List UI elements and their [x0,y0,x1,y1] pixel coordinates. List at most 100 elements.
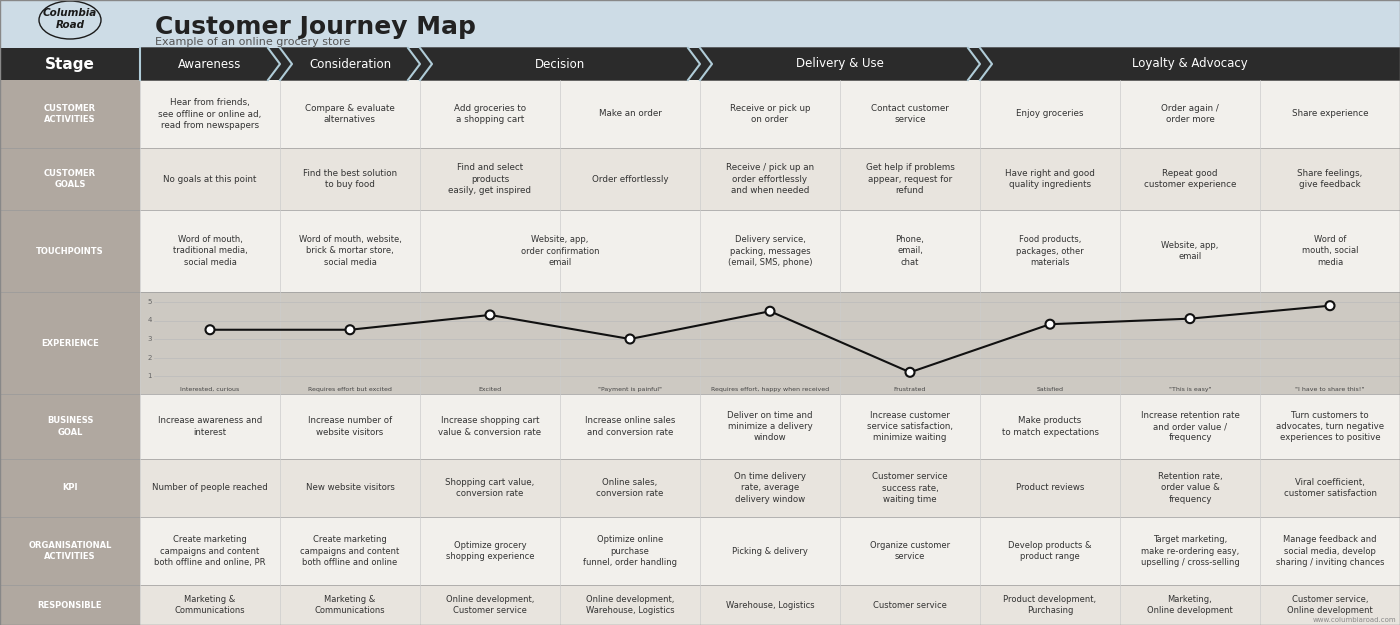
Text: Viral coefficient,
customer satisfaction: Viral coefficient, customer satisfaction [1284,478,1376,498]
Text: Delivery service,
packing, messages
(email, SMS, phone): Delivery service, packing, messages (ema… [728,236,812,267]
Text: Loyalty & Advocacy: Loyalty & Advocacy [1133,58,1247,71]
Bar [0,517,1400,585]
Text: Create marketing
campaigns and content
both offline and online, PR: Create marketing campaigns and content b… [154,536,266,567]
Text: Columbia: Columbia [43,8,97,18]
Text: Delivery & Use: Delivery & Use [797,58,883,71]
Text: Contact customer
service: Contact customer service [871,104,949,124]
Text: Example of an online grocery store: Example of an online grocery store [155,37,350,47]
Text: Receive / pick up an
order effortlessly
and when needed: Receive / pick up an order effortlessly … [727,163,813,194]
Bar [0,585,140,625]
Bar [0,292,1400,394]
Text: "I have to share this!": "I have to share this!" [1295,387,1365,392]
Bar [0,459,140,517]
Bar [0,80,140,148]
Text: Marketing &
Communications: Marketing & Communications [315,595,385,615]
Text: Find the best solution
to buy food: Find the best solution to buy food [302,169,398,189]
Text: Marketing,
Online development: Marketing, Online development [1147,595,1233,615]
Text: Website, app,
order confirmation
email: Website, app, order confirmation email [521,236,599,267]
Polygon shape [140,48,280,80]
Text: www.columbiaroad.com: www.columbiaroad.com [1312,617,1396,623]
Text: Product development,
Purchasing: Product development, Purchasing [1004,595,1096,615]
Text: 4: 4 [147,318,153,324]
Text: Order effortlessly: Order effortlessly [592,174,668,184]
Text: Find and select
products
easily, get inspired: Find and select products easily, get ins… [448,163,532,194]
Text: Website, app,
email: Website, app, email [1162,241,1218,261]
Text: Receive or pick up
on order: Receive or pick up on order [729,104,811,124]
Bar [0,394,140,459]
Text: Consideration: Consideration [309,58,391,71]
Text: Organize customer
service: Organize customer service [869,541,951,561]
Text: Word of mouth, website,
brick & mortar store,
social media: Word of mouth, website, brick & mortar s… [298,236,402,267]
Polygon shape [980,48,1400,80]
Text: Frustrated: Frustrated [893,387,927,392]
Bar [0,0,1400,48]
Text: 3: 3 [147,336,153,342]
Polygon shape [420,48,700,80]
Text: Make products
to match expectations: Make products to match expectations [1001,416,1099,436]
Text: Compare & evaluate
alternatives: Compare & evaluate alternatives [305,104,395,124]
Text: EXPERIENCE: EXPERIENCE [41,339,99,348]
Text: Decision: Decision [535,58,585,71]
Text: Increase customer
service satisfaction,
minimize waiting: Increase customer service satisfaction, … [867,411,953,442]
Text: Add groceries to
a shopping cart: Add groceries to a shopping cart [454,104,526,124]
Circle shape [206,325,214,334]
Text: CUSTOMER
GOALS: CUSTOMER GOALS [43,169,97,189]
Text: Customer service,
Online development: Customer service, Online development [1287,595,1373,615]
Text: New website visitors: New website visitors [305,484,395,492]
Text: Customer service: Customer service [874,601,946,609]
Text: Phone,
email,
chat: Phone, email, chat [896,236,924,267]
Text: TOUCHPOINTS: TOUCHPOINTS [36,246,104,256]
Text: On time delivery
rate, average
delivery window: On time delivery rate, average delivery … [734,472,806,504]
Text: CUSTOMER
ACTIVITIES: CUSTOMER ACTIVITIES [43,104,97,124]
Circle shape [1046,320,1054,329]
Text: KPI: KPI [62,484,78,492]
Text: Awareness: Awareness [178,58,242,71]
Text: Increase online sales
and conversion rate: Increase online sales and conversion rat… [585,416,675,436]
Text: Online sales,
conversion rate: Online sales, conversion rate [596,478,664,498]
Text: Retention rate,
order value &
frequency: Retention rate, order value & frequency [1158,472,1222,504]
Text: Marketing &
Communications: Marketing & Communications [175,595,245,615]
Circle shape [1186,314,1194,323]
Text: Satisfied: Satisfied [1036,387,1064,392]
Text: Repeat good
customer experience: Repeat good customer experience [1144,169,1236,189]
Text: Requires effort but excited: Requires effort but excited [308,387,392,392]
Text: No goals at this point: No goals at this point [164,174,256,184]
Text: Turn customers to
advocates, turn negative
experiences to positive: Turn customers to advocates, turn negati… [1275,411,1385,442]
Bar [0,585,1400,625]
Text: ORGANISATIONAL
ACTIVITIES: ORGANISATIONAL ACTIVITIES [28,541,112,561]
Text: Optimize grocery
shopping experience: Optimize grocery shopping experience [445,541,535,561]
Circle shape [766,307,774,316]
Bar [0,210,140,292]
Text: 2: 2 [147,354,153,361]
Bar [0,394,1400,459]
Text: "Payment is painful": "Payment is painful" [598,387,662,392]
Text: Target marketing,
make re-ordering easy,
upselling / cross-selling: Target marketing, make re-ordering easy,… [1141,536,1239,567]
Text: Increase number of
website visitors: Increase number of website visitors [308,416,392,436]
Text: Requires effort, happy when received: Requires effort, happy when received [711,387,829,392]
Text: Optimize online
purchase
funnel, order handling: Optimize online purchase funnel, order h… [582,536,678,567]
Text: Get help if problems
appear, request for
refund: Get help if problems appear, request for… [865,163,955,194]
Bar [0,210,1400,292]
Text: Customer service
success rate,
waiting time: Customer service success rate, waiting t… [872,472,948,504]
Text: Product reviews: Product reviews [1016,484,1084,492]
Text: Enjoy groceries: Enjoy groceries [1016,109,1084,119]
Text: Hear from friends,
see offline or online ad,
read from newspapers: Hear from friends, see offline or online… [158,98,262,129]
Polygon shape [280,48,420,80]
Text: Order again /
order more: Order again / order more [1161,104,1219,124]
Text: Stage: Stage [45,56,95,71]
Text: Increase retention rate
and order value /
frequency: Increase retention rate and order value … [1141,411,1239,442]
Text: RESPONSIBLE: RESPONSIBLE [38,601,102,609]
Text: Deliver on time and
minimize a delivery
window: Deliver on time and minimize a delivery … [727,411,813,442]
Text: Customer Journey Map: Customer Journey Map [155,15,476,39]
Circle shape [1326,301,1334,310]
Text: Road: Road [56,20,84,30]
Text: Manage feedback and
social media, develop
sharing / inviting chances: Manage feedback and social media, develo… [1275,536,1385,567]
Text: Share experience: Share experience [1292,109,1368,119]
Text: Increase shopping cart
value & conversion rate: Increase shopping cart value & conversio… [438,416,542,436]
Text: BUSINESS
GOAL: BUSINESS GOAL [46,416,94,437]
Circle shape [906,368,914,377]
Bar [0,459,1400,517]
Text: Excited: Excited [479,387,501,392]
Text: Number of people reached: Number of people reached [153,484,267,492]
Text: Food products,
packages, other
materials: Food products, packages, other materials [1016,236,1084,267]
